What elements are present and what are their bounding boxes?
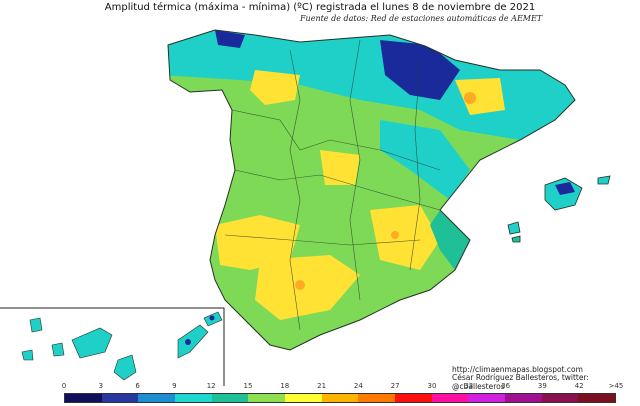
el-hierro — [21, 349, 34, 361]
map-subtitle: Fuente de datos: Red de estaciones autom… — [300, 14, 543, 23]
colorbar-tick-label: 3 — [98, 382, 104, 390]
colorbar-tick-label: 36 — [501, 382, 511, 390]
colorbar-tick-label: >45 — [608, 382, 624, 390]
colorbar-tick-label: 42 — [574, 382, 584, 390]
extremadura-yellow-zone — [215, 215, 300, 270]
colorbar-segment — [541, 394, 579, 402]
colorbar-tick-label: 30 — [427, 382, 437, 390]
colorbar-tick-label: 15 — [243, 382, 253, 390]
colorbar-tick-label: 12 — [206, 382, 216, 390]
colorbar — [64, 393, 616, 403]
mallorca-blue-zone — [555, 182, 575, 195]
gran-canaria — [113, 354, 137, 381]
orange-patch — [464, 92, 476, 104]
colorbar-tick-label: 39 — [537, 382, 547, 390]
colorbar-tick-label: 24 — [353, 382, 363, 390]
colorbar-segment — [65, 394, 102, 402]
madrid-yellow-zone — [320, 150, 360, 185]
map-title: Amplitud térmica (máxima - mínima) (ºC) … — [104, 2, 536, 13]
colorbar-segment — [285, 394, 322, 402]
colorbar-segment — [395, 394, 432, 402]
blue-patch — [209, 315, 215, 321]
canary-islands-inset — [0, 307, 225, 386]
fuerteventura — [177, 324, 209, 359]
colorbar-tick-label: 27 — [390, 382, 400, 390]
colorbar-segment — [175, 394, 212, 402]
colorbar-tick-label: 33 — [464, 382, 474, 390]
colorbar-tick-label: 18 — [280, 382, 290, 390]
formentera — [511, 235, 521, 243]
colorbar-segment — [101, 394, 139, 402]
colorbar-segment — [211, 394, 249, 402]
ebro-teal-zone — [380, 120, 470, 200]
pyrenees-blue-zone — [380, 40, 460, 100]
colorbar-segment — [431, 394, 469, 402]
inset-frame — [0, 307, 225, 386]
orange-patch — [295, 280, 305, 290]
colorbar-segment — [505, 394, 542, 402]
menorca — [597, 175, 611, 185]
colorbar-segment — [138, 394, 176, 402]
andalucia-yellow-zone — [255, 255, 360, 320]
la-gomera — [51, 342, 65, 357]
lamancha-yellow-zone — [370, 205, 440, 270]
colorbar-segment — [468, 394, 506, 402]
ibiza — [507, 221, 521, 235]
la-palma — [29, 317, 43, 333]
colorbar-tick-label: 21 — [317, 382, 327, 390]
valencia-coast-zone — [430, 210, 470, 270]
orange-patch — [391, 231, 399, 239]
colorbar-segment — [578, 394, 616, 402]
balearic-islands — [507, 175, 611, 243]
author-credit: César Rodríguez Ballesteros, twitter: @c… — [452, 373, 589, 391]
colorbar-segment — [321, 394, 359, 402]
leon-yellow-zone — [250, 70, 300, 105]
peninsula-outline — [167, 29, 576, 351]
colorbar-ticks: 0 3 6 9 12 15 18 21 24 27 30 33 36 39 42 >45 — [0, 382, 640, 392]
colorbar-segment — [248, 394, 286, 402]
tenerife — [71, 327, 113, 359]
colorbar-tick-label: 9 — [172, 382, 177, 390]
galicia-blue-zone — [215, 30, 245, 48]
blog-url: http://climaenmapas.blogspot.com — [452, 365, 583, 374]
blue-patch — [185, 339, 191, 345]
province-borders — [224, 39, 441, 331]
colorbar-segment — [358, 394, 396, 402]
catalonia-yellow-zone — [455, 78, 505, 115]
colorbar-tick-label: 0 — [61, 382, 67, 390]
colorbar-tick-label: 6 — [135, 382, 140, 390]
